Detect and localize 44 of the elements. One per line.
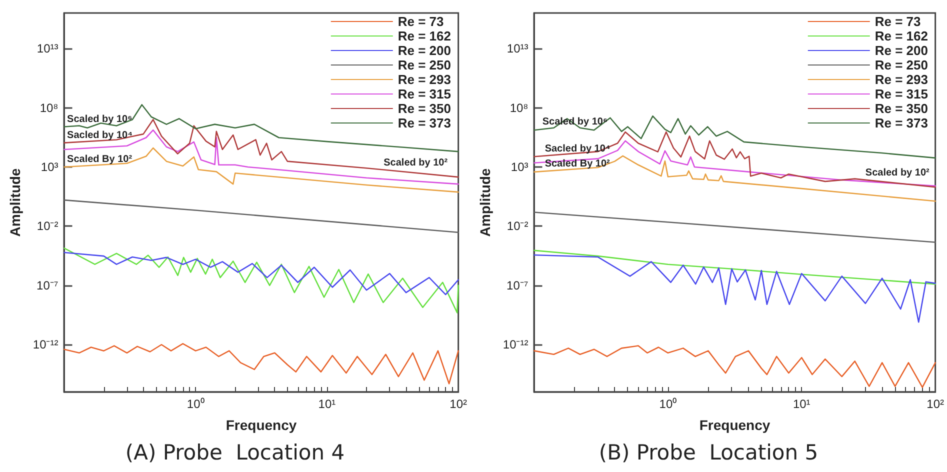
annotation: Scaled by 10² [865,167,930,178]
legend-label: Re = 293 [398,72,451,87]
legend-label: Re = 350 [398,101,451,116]
legend-label: Re = 162 [874,28,928,44]
y-axis-title: Amplitude [477,168,493,237]
y-tick-label: 10⁸ [40,100,58,115]
x-tick-label: 10⁰ [659,397,677,411]
y-axis-title: Amplitude [7,168,23,237]
y-tick-label: 10¹³ [36,42,58,56]
legend-label: Re = 315 [398,86,451,102]
text: (B) Probe Location 5 [598,440,818,464]
annotation: Scaled By 10² [67,154,133,166]
x-tick-label: 10¹ [792,397,810,411]
annotation: Scaled by 10⁶ [67,114,132,126]
x-axis-title: Frequency [226,417,297,433]
legend-label: Re = 73 [398,14,444,29]
legend-label: Re = 162 [398,28,451,44]
y-tick-label: 10⁻¹² [502,338,528,352]
y-tick-label: 10¹³ [506,42,528,56]
x-tick-label: 10² [450,397,468,411]
x-axis-title: Frequency [699,417,770,433]
legend-label: Re = 293 [874,72,928,87]
legend-label: Re = 250 [398,58,451,72]
legend-label: Re = 250 [874,58,928,72]
y-tick-label: 10⁻² [36,219,58,234]
legend-label: Re = 200 [874,43,928,58]
x-tick-label: 10⁰ [186,397,204,411]
legend-label: Re = 315 [874,86,928,102]
y-tick-label: 10³ [510,160,528,174]
y-tick-label: 10⁻¹² [32,338,58,352]
legend-label: Re = 200 [398,43,451,58]
legend-label: Re = 373 [398,116,451,130]
y-tick-label: 10⁻⁷ [36,278,58,292]
text: (A) Probe Location 4 [125,440,345,464]
x-tick-label: 10¹ [318,397,336,411]
y-tick-label: 10⁻² [506,219,528,234]
legend-label: Re = 350 [874,101,928,116]
legend-label: Re = 73 [874,14,921,29]
x-tick-label: 10² [926,397,944,411]
legend-label: Re = 373 [874,116,928,130]
annotation: Scaled by 10² [384,157,448,168]
y-tick-label: 10³ [40,160,58,174]
y-tick-label: 10⁸ [510,100,528,115]
y-tick-label: 10⁻⁷ [506,278,528,292]
